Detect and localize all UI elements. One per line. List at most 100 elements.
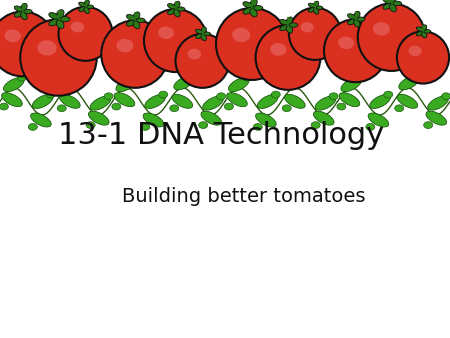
Circle shape (17, 74, 26, 81)
Ellipse shape (314, 8, 319, 14)
Ellipse shape (315, 96, 336, 110)
Ellipse shape (167, 9, 176, 15)
Circle shape (225, 103, 234, 110)
Ellipse shape (56, 10, 64, 19)
Ellipse shape (383, 0, 392, 4)
Circle shape (311, 122, 320, 128)
Ellipse shape (37, 40, 57, 55)
Ellipse shape (176, 34, 230, 88)
Ellipse shape (289, 8, 341, 60)
Circle shape (188, 72, 197, 79)
Ellipse shape (423, 29, 431, 33)
Ellipse shape (32, 95, 53, 108)
Circle shape (242, 74, 251, 81)
Ellipse shape (202, 96, 223, 110)
Ellipse shape (243, 2, 253, 8)
Ellipse shape (144, 9, 207, 72)
Circle shape (366, 124, 375, 130)
Circle shape (329, 93, 338, 100)
Circle shape (104, 93, 113, 100)
Ellipse shape (390, 4, 396, 12)
Ellipse shape (270, 43, 287, 56)
Ellipse shape (167, 4, 176, 9)
Ellipse shape (397, 31, 449, 83)
Ellipse shape (79, 6, 86, 11)
Ellipse shape (256, 113, 276, 127)
Circle shape (384, 91, 393, 98)
Ellipse shape (280, 20, 289, 25)
Ellipse shape (0, 11, 55, 76)
Ellipse shape (117, 39, 133, 52)
Ellipse shape (172, 94, 193, 108)
Ellipse shape (341, 78, 361, 92)
Circle shape (300, 72, 309, 79)
Ellipse shape (251, 5, 263, 10)
Ellipse shape (2, 93, 22, 106)
Ellipse shape (114, 93, 135, 106)
Ellipse shape (338, 37, 354, 49)
Ellipse shape (284, 94, 305, 108)
Circle shape (337, 103, 346, 110)
Circle shape (441, 93, 450, 100)
Circle shape (253, 124, 262, 130)
Ellipse shape (286, 17, 292, 25)
Ellipse shape (280, 25, 289, 31)
Ellipse shape (347, 19, 356, 25)
Ellipse shape (416, 27, 424, 31)
Ellipse shape (85, 5, 94, 9)
Ellipse shape (358, 3, 425, 71)
Ellipse shape (143, 113, 164, 127)
Circle shape (0, 103, 9, 110)
Ellipse shape (409, 46, 422, 56)
Ellipse shape (390, 0, 396, 3)
Ellipse shape (368, 113, 389, 127)
Circle shape (86, 122, 95, 128)
Ellipse shape (174, 76, 194, 90)
Ellipse shape (232, 28, 250, 42)
Ellipse shape (257, 95, 278, 108)
Ellipse shape (370, 95, 391, 108)
Ellipse shape (175, 7, 185, 11)
Ellipse shape (308, 7, 316, 12)
Ellipse shape (315, 6, 323, 9)
Circle shape (170, 105, 179, 112)
Circle shape (75, 72, 84, 79)
Ellipse shape (286, 76, 307, 90)
Circle shape (282, 105, 291, 112)
Ellipse shape (229, 78, 249, 92)
Ellipse shape (256, 25, 320, 90)
Ellipse shape (49, 13, 59, 20)
Ellipse shape (243, 8, 253, 14)
Ellipse shape (145, 95, 166, 108)
Ellipse shape (133, 21, 140, 29)
Ellipse shape (59, 94, 80, 108)
Ellipse shape (188, 49, 201, 59)
Ellipse shape (84, 0, 90, 6)
Circle shape (46, 91, 55, 98)
Ellipse shape (373, 22, 390, 35)
Circle shape (424, 122, 433, 128)
Ellipse shape (101, 20, 169, 88)
Ellipse shape (227, 93, 248, 106)
Ellipse shape (314, 111, 334, 125)
Ellipse shape (4, 78, 24, 92)
Ellipse shape (61, 76, 82, 90)
Circle shape (216, 93, 225, 100)
Text: Building better tomatoes: Building better tomatoes (122, 187, 365, 206)
Ellipse shape (201, 34, 207, 41)
Ellipse shape (428, 96, 448, 110)
Ellipse shape (20, 19, 97, 96)
Circle shape (271, 91, 280, 98)
Ellipse shape (58, 7, 112, 61)
Ellipse shape (126, 15, 136, 21)
Circle shape (355, 74, 364, 81)
Ellipse shape (201, 27, 207, 33)
Ellipse shape (4, 29, 21, 42)
Ellipse shape (84, 7, 90, 14)
Ellipse shape (422, 32, 427, 38)
Ellipse shape (354, 20, 360, 27)
Ellipse shape (14, 6, 23, 12)
Ellipse shape (158, 26, 174, 39)
Ellipse shape (286, 26, 292, 33)
Ellipse shape (288, 23, 298, 27)
